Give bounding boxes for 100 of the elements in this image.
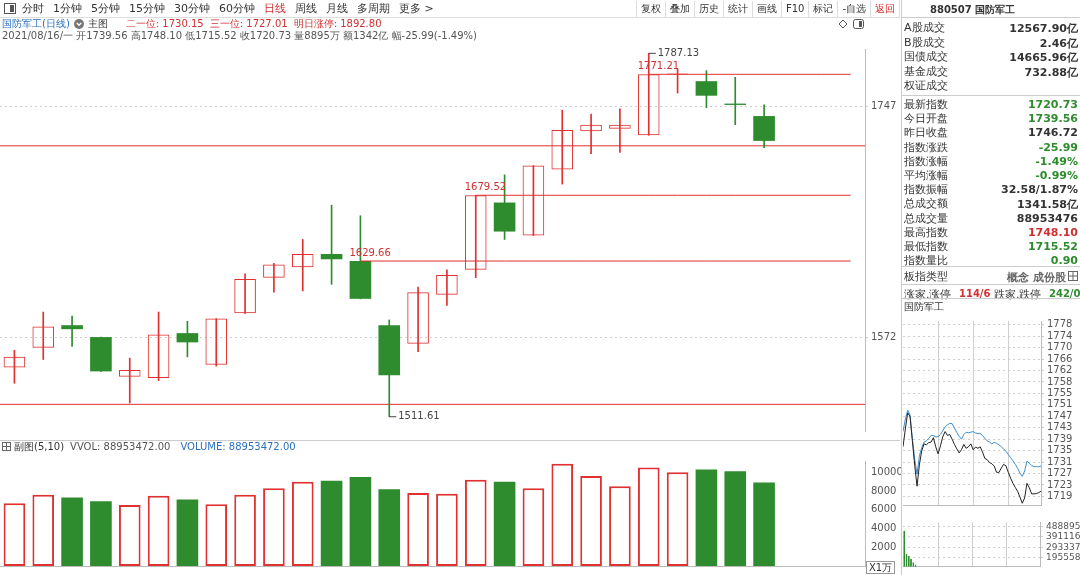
- bar: [695, 469, 718, 566]
- text: 1分钟: [53, 1, 82, 16]
- category-label: 指数涨幅: [904, 153, 948, 169]
- text: 返回: [870, 0, 899, 17]
- bar: [349, 476, 372, 566]
- text: 60分钟: [219, 1, 255, 16]
- text: 114/6: [959, 288, 991, 299]
- category-label: 最新指数: [904, 97, 948, 112]
- category-label: 最高指数: [904, 224, 948, 240]
- category-label: 指数振幅: [904, 182, 948, 198]
- text: -1.49%: [1035, 154, 1078, 168]
- y-tick-label: 1766: [1047, 352, 1073, 364]
- y-tick-label: 1747: [871, 99, 897, 111]
- text: 5分钟: [91, 1, 120, 16]
- text: 880507 国防军工: [930, 3, 1016, 17]
- category-label: 指数涨跌: [904, 139, 948, 155]
- text: 1341.58亿: [1016, 198, 1078, 212]
- y-tick-label: 1778: [1047, 318, 1073, 330]
- text: 12567.90亿: [1009, 22, 1078, 35]
- text: 1748.10: [1027, 225, 1078, 239]
- candlestick: [61, 315, 83, 347]
- annotation: 1787.13: [657, 46, 700, 58]
- text: 月线: [326, 1, 348, 16]
- chart-subtitle: 2021/08/16/一 开1739.56 高1748.10 低1715.52 收1720.73 量8895万 额1342亿 幅-25.99(-1.49%): [2, 29, 477, 43]
- text: 画线: [751, 0, 781, 17]
- text: 叠加: [664, 0, 694, 17]
- y-tick-label: 1774: [1047, 329, 1073, 341]
- category-label: 今日开盘: [904, 111, 948, 127]
- y-tick-label: 2000: [871, 540, 897, 552]
- text: 14665.96亿: [1009, 51, 1078, 64]
- text: 标记: [808, 0, 838, 17]
- chart-title: 国防军工(日线): [2, 17, 70, 31]
- y-tick-label: 1770: [1047, 341, 1073, 353]
- annotation: 1511.61: [398, 410, 440, 422]
- bar: [753, 482, 775, 566]
- text: -25.99: [1038, 140, 1078, 154]
- bar: [378, 489, 401, 566]
- y-tick-label: 1723: [1047, 478, 1073, 490]
- text: 32.58/1.87%: [1001, 183, 1078, 197]
- text: 732.88亿: [1024, 65, 1078, 79]
- text: 主图: [87, 17, 108, 31]
- y-tick-label: 195558: [1046, 551, 1080, 562]
- category-label: 板指类型: [904, 269, 948, 284]
- text: 复权: [635, 0, 665, 17]
- y-tick-label: 1727: [1047, 467, 1073, 479]
- text: 多周期: [357, 1, 390, 16]
- bar: [90, 501, 112, 566]
- y-tick-label: 1739: [1047, 432, 1073, 444]
- text: F10: [780, 0, 809, 17]
- text: 1715.52: [1027, 240, 1078, 253]
- y-tick-label: 391116: [1046, 531, 1080, 542]
- bar: [724, 471, 747, 566]
- text: 30分钟: [174, 1, 210, 16]
- y-tick-label: 4000: [871, 522, 897, 534]
- category-label: B股成交: [904, 34, 945, 50]
- text: 周线: [295, 1, 317, 16]
- text: 更多 >: [399, 1, 434, 16]
- text: -自选: [837, 0, 870, 17]
- category-label: 最低指数: [904, 239, 948, 254]
- text: 1720.73: [1027, 98, 1078, 111]
- y-tick-label: 1758: [1047, 375, 1073, 387]
- category-label: 权证成交: [904, 78, 948, 93]
- text: 二一位: 1730.15: [125, 17, 204, 30]
- y-tick-label: 488895: [1046, 520, 1080, 531]
- category-label: 总成交额: [904, 196, 948, 212]
- text: 分时: [22, 1, 44, 16]
- category-label: 国债成交: [904, 49, 948, 64]
- text: 1746.72: [1027, 126, 1078, 140]
- bar: [176, 499, 199, 566]
- y-tick-label: 6000: [871, 503, 897, 515]
- category-label: 昨日收盘: [904, 125, 948, 141]
- y-tick-label: 1751: [1047, 398, 1073, 410]
- y-tick-label: 1747: [1047, 409, 1073, 421]
- y-tick-label: 1735: [1047, 444, 1073, 456]
- y-tick-label: 1731: [1047, 455, 1073, 467]
- text: 2.46亿: [1039, 36, 1078, 50]
- text: 历史: [693, 0, 723, 17]
- text: 1739.56: [1027, 112, 1078, 126]
- text: 明日涨停: 1892.80: [293, 17, 382, 30]
- text: 三一位: 1727.01: [209, 17, 288, 31]
- text: X1万: [866, 561, 896, 574]
- text: 统计: [722, 0, 752, 17]
- category-label: 基金成交: [904, 63, 948, 79]
- bar: [320, 480, 343, 566]
- text: -0.99%: [1035, 169, 1078, 182]
- y-tick-label: 293337: [1046, 541, 1080, 552]
- bar: [61, 497, 83, 566]
- y-tick-label: 1762: [1047, 364, 1073, 376]
- y-tick-label: 1572: [871, 330, 897, 342]
- text: 88953476: [1016, 211, 1078, 225]
- text: 日线: [264, 1, 286, 16]
- bar: [493, 481, 516, 566]
- y-tick-label: 8000: [871, 484, 897, 496]
- chart-title: 副图(5,10): [14, 439, 65, 454]
- text: 概念 成份股: [1007, 271, 1066, 284]
- text: VVOL: 88953472.00: [70, 441, 171, 452]
- category-label: 平均涨幅: [904, 168, 948, 183]
- chart-title: 国防军工: [904, 300, 944, 314]
- y-tick-label: 1755: [1047, 387, 1073, 399]
- text: 15分钟: [129, 1, 165, 16]
